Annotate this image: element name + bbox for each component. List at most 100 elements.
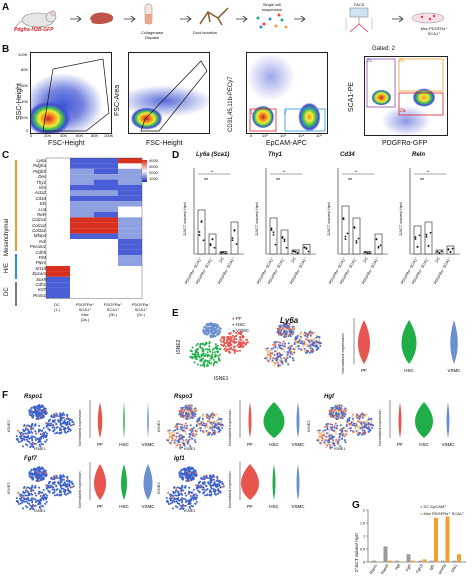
tsne-point — [53, 494, 56, 497]
heatmap-cell — [118, 260, 142, 266]
tsne-point — [41, 477, 44, 480]
d-point — [292, 250, 295, 253]
tsne-point — [328, 438, 331, 441]
heatmap-cell — [46, 179, 70, 185]
tsne-point — [53, 429, 56, 432]
tsne-point — [203, 344, 206, 347]
tsne-point — [332, 414, 335, 417]
tsne-point — [168, 429, 171, 432]
d-sig-label: ** — [210, 169, 214, 174]
heatmap-cell — [94, 276, 118, 283]
tsne-point — [29, 436, 32, 439]
f-norm-label: Normalized expression — [228, 409, 232, 446]
tsne-point — [225, 338, 228, 341]
tsne-point — [315, 344, 318, 347]
tsne-point — [297, 345, 300, 348]
tsne-point — [195, 484, 198, 487]
tsne-point — [355, 432, 358, 435]
tsne-point — [179, 498, 182, 501]
tsne-point — [313, 331, 316, 334]
heatmap-cell — [70, 276, 94, 283]
tsne-point — [299, 342, 302, 345]
tsne-point — [69, 419, 72, 422]
f-tsne2: tSNE2 — [6, 482, 11, 494]
g-bar-msc — [445, 516, 450, 562]
heatmap-gene-label: Ly6a — [36, 158, 46, 163]
f-gene-label: Hgf — [324, 394, 334, 400]
tsne-point — [197, 489, 200, 492]
tsne-point — [340, 415, 343, 418]
tsne-point — [220, 480, 223, 483]
tsne-point — [329, 413, 332, 416]
tsne-point — [66, 476, 69, 479]
heatmap-gene-label: Acta2 — [34, 190, 46, 196]
violin-shape — [272, 464, 276, 500]
tsne-point — [35, 479, 38, 482]
g-bar-msc — [422, 559, 427, 562]
flow-plot-3-xtick-3: 10⁴ — [298, 133, 305, 138]
tsne-e-ylabel: tSNE2 — [176, 339, 182, 354]
tsne-point — [25, 438, 28, 441]
tsne-point — [294, 338, 297, 341]
g-bar-msc — [434, 517, 438, 562]
g-ytick: 1.5 — [360, 521, 365, 525]
flow-plot-4 — [364, 56, 448, 136]
tsne-point — [229, 346, 232, 349]
tsne-point — [198, 419, 201, 422]
heatmap-cell — [46, 222, 70, 229]
tsne-point — [30, 497, 33, 500]
tsne-point — [277, 328, 280, 331]
violin-shape — [97, 402, 103, 438]
tsne-point — [39, 502, 42, 505]
tsne-point — [53, 432, 56, 435]
tsne-point — [311, 347, 314, 350]
tsne-point — [196, 348, 199, 351]
tsne-point — [189, 478, 192, 481]
tsne-point — [287, 324, 290, 327]
tsne-point — [175, 489, 178, 492]
d-point — [285, 246, 288, 249]
tsne-point — [370, 421, 373, 424]
tsne-point — [222, 345, 225, 348]
tsne-point — [202, 486, 205, 489]
tsne-point — [228, 333, 231, 336]
tsne-point — [324, 443, 327, 446]
d-point — [270, 229, 273, 231]
tsne-point — [240, 339, 243, 342]
tsne-point — [209, 334, 212, 337]
tsne-point — [212, 358, 215, 361]
tsne-point — [180, 434, 183, 437]
heatmap-cell — [118, 228, 142, 234]
tsne-point — [328, 429, 331, 432]
tsne-point — [184, 500, 187, 503]
heatmap-cell — [118, 195, 142, 202]
tsne-point — [36, 474, 39, 477]
tsne-point — [66, 414, 69, 417]
tsne-point — [205, 489, 208, 492]
tsne-point — [336, 442, 339, 445]
tsne-point — [325, 446, 328, 449]
tsne-point — [30, 468, 33, 471]
tsne-point — [181, 437, 184, 440]
tsne-point — [289, 345, 292, 348]
tsne-point — [202, 357, 205, 360]
heatmap-cell — [118, 158, 142, 164]
heatmap-cell — [118, 293, 142, 299]
heatmap — [45, 157, 143, 299]
tsne-point — [284, 321, 287, 324]
d-point — [418, 234, 421, 237]
tsne-point — [180, 406, 183, 409]
tsne-point — [68, 423, 71, 426]
tsne-point — [45, 425, 48, 428]
tsne-point — [353, 424, 356, 427]
tsne-point — [202, 342, 205, 345]
tsne-point — [189, 494, 192, 497]
d-chart-title: Cd34 — [340, 152, 355, 158]
tsne-point — [216, 344, 219, 347]
colorbar-tick-2000: 2000 — [149, 170, 158, 175]
tsne-point — [23, 438, 26, 441]
tsne-point — [182, 504, 185, 507]
tsne-point — [187, 440, 190, 443]
tsne-point — [55, 475, 58, 478]
tsne-point — [20, 497, 23, 500]
